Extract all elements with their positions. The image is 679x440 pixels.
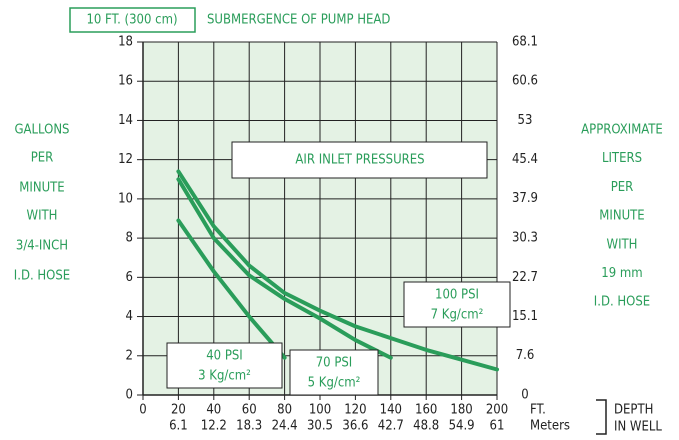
x2-tick-label: 18.3 <box>236 419 262 434</box>
y-axis-label: WITH <box>27 209 58 224</box>
x2-tick-label: 6.1 <box>169 419 188 434</box>
pressure-label: 7 Kg/cm² <box>431 308 484 323</box>
x2-tick-label: 36.6 <box>342 419 368 434</box>
x2-tick-label: 30.5 <box>307 419 333 434</box>
y-axis-label: MINUTE <box>19 181 64 196</box>
y-tick-label: 12 <box>118 152 133 167</box>
y-tick-label: 8 <box>126 231 133 246</box>
series-line <box>176 169 499 372</box>
y2-axis-label: LITERS <box>602 151 642 166</box>
y2-tick-label: 45.4 <box>512 152 538 167</box>
y2-axis-label: MINUTE <box>599 209 644 224</box>
legend-label: 100 PSI <box>435 288 479 303</box>
y2-tick-label: 15.1 <box>512 309 538 324</box>
y-tick-label: 0 <box>126 388 133 403</box>
y2-tick-label: 7.6 <box>516 348 535 363</box>
series-line <box>176 218 287 360</box>
x-axis-label: FT. <box>530 403 546 418</box>
y2-axis-label: I.D. HOSE <box>594 295 650 310</box>
x-tick-label: 0 <box>139 403 146 418</box>
x-tick-label: 100 <box>309 403 331 418</box>
x2-tick-label: 54.9 <box>449 419 475 434</box>
y-axis-label: I.D. HOSE <box>14 269 70 284</box>
series-line <box>176 177 393 360</box>
y2-tick-label: 37.9 <box>512 191 538 206</box>
y-tick-label: 4 <box>126 309 133 324</box>
x-tick-label: 200 <box>486 403 508 418</box>
x-tick-label: 80 <box>277 403 292 418</box>
x2-tick-label: 42.7 <box>378 419 404 434</box>
pressure-label: 3 Kg/cm² <box>198 369 251 384</box>
series-label-box <box>289 349 379 396</box>
x-tick-label: 60 <box>242 403 257 418</box>
depth-label: DEPTH <box>614 403 653 418</box>
y-tick-label: 2 <box>126 348 133 363</box>
y-axis-label: 3/4-INCH <box>16 239 68 254</box>
y2-axis-label: APPROXIMATE <box>581 123 663 138</box>
x2-tick-label: 12.2 <box>201 419 227 434</box>
x2-tick-label: 61 <box>490 419 505 434</box>
x-tick-label: 180 <box>450 403 472 418</box>
x-tick-label: 40 <box>206 403 221 418</box>
y-tick-label: 14 <box>118 113 133 128</box>
y-tick-label: 6 <box>126 270 133 285</box>
x-tick-label: 120 <box>344 403 366 418</box>
depth-label: IN WELL <box>614 420 662 435</box>
chart-title: SUBMERGENCE OF PUMP HEAD <box>207 13 390 28</box>
series-label-box <box>166 342 283 389</box>
y-tick-label: 16 <box>118 74 133 89</box>
series-label-box <box>403 281 511 328</box>
pressure-label: 5 Kg/cm² <box>308 376 361 391</box>
y-tick-label: 18 <box>118 35 133 50</box>
x2-tick-label: 48.8 <box>413 419 439 434</box>
x2-axis-label: Meters <box>530 419 570 434</box>
y-axis-label: GALLONS <box>14 123 69 138</box>
y2-axis-label: 19 mm <box>601 266 642 281</box>
x-tick-label: 160 <box>415 403 437 418</box>
submergence-label: 10 FT. (300 cm) <box>86 13 177 28</box>
y2-tick-label: 30.3 <box>512 230 538 245</box>
x2-tick-label: 24.4 <box>272 419 298 434</box>
y-axis-label: PER <box>31 151 54 166</box>
annotation-box <box>231 141 488 179</box>
x-tick-label: 20 <box>171 403 186 418</box>
legend-label: 40 PSI <box>206 349 243 364</box>
y2-tick-label: 22.7 <box>512 270 538 285</box>
bracket <box>596 399 607 435</box>
y-tick-label: 10 <box>118 191 133 206</box>
y2-tick-label: 53 <box>518 113 533 128</box>
legend-label: 70 PSI <box>316 356 353 371</box>
submergence-box <box>69 7 196 33</box>
y2-axis-label: WITH <box>607 237 638 252</box>
annotation: AIR INLET PRESSURES <box>295 153 424 168</box>
y2-tick-label: 68.1 <box>512 35 538 50</box>
y2-axis-label: PER <box>611 180 634 195</box>
y2-tick-label: 60.6 <box>512 73 538 88</box>
y2-tick-label: 0 <box>521 388 528 403</box>
x-tick-label: 140 <box>380 403 402 418</box>
